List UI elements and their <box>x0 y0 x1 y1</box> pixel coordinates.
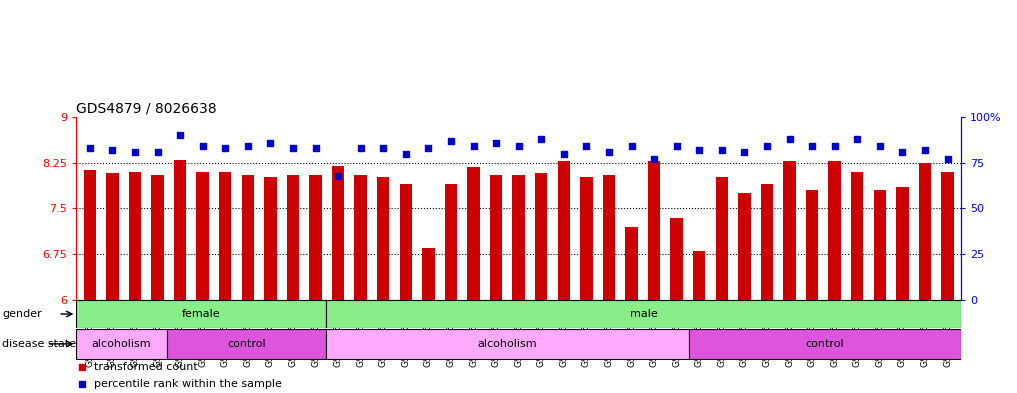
Point <box>217 145 233 151</box>
Point <box>601 149 617 155</box>
Point <box>127 149 143 155</box>
Point <box>872 143 888 149</box>
Point <box>420 145 436 151</box>
Bar <box>716 177 728 300</box>
Bar <box>167 329 325 359</box>
Bar <box>152 175 164 300</box>
Bar <box>287 175 299 300</box>
Point <box>555 151 572 157</box>
Point <box>668 143 684 149</box>
Point <box>74 364 91 370</box>
Bar <box>625 227 638 300</box>
Point <box>466 143 482 149</box>
Bar <box>670 218 682 300</box>
Point <box>916 147 933 153</box>
Bar <box>76 300 325 328</box>
Bar <box>332 166 345 300</box>
Bar <box>738 193 751 300</box>
Text: percentile rank within the sample: percentile rank within the sample <box>95 379 282 389</box>
Bar <box>829 161 841 300</box>
Bar <box>513 175 525 300</box>
Bar <box>264 177 277 300</box>
Point <box>81 145 98 151</box>
Text: male: male <box>630 309 657 319</box>
Text: alcoholism: alcoholism <box>92 339 152 349</box>
Bar <box>851 172 863 300</box>
Point <box>714 147 730 153</box>
Bar <box>325 329 689 359</box>
Bar <box>242 175 254 300</box>
Point <box>781 136 797 142</box>
Bar <box>557 161 570 300</box>
Point <box>533 136 549 142</box>
Point <box>330 173 346 179</box>
Point <box>827 143 843 149</box>
Point <box>849 136 865 142</box>
Bar <box>309 175 321 300</box>
Point <box>375 145 392 151</box>
Bar <box>874 190 886 300</box>
Bar <box>693 251 706 300</box>
Point <box>736 149 753 155</box>
Bar <box>129 172 141 300</box>
Text: control: control <box>805 339 844 349</box>
Point <box>692 147 708 153</box>
Bar <box>83 170 96 300</box>
Point <box>759 143 775 149</box>
Point <box>579 143 595 149</box>
Point <box>105 147 121 153</box>
Text: gender: gender <box>2 309 42 319</box>
Bar <box>355 175 367 300</box>
Bar <box>106 173 119 300</box>
Bar <box>689 329 961 359</box>
Bar <box>76 329 167 359</box>
Bar <box>174 160 186 300</box>
Point <box>442 138 459 144</box>
Point <box>240 143 256 149</box>
Point <box>307 145 323 151</box>
Point <box>353 145 369 151</box>
Bar <box>942 172 954 300</box>
Bar <box>783 161 795 300</box>
Point <box>262 140 279 146</box>
Bar <box>896 187 908 300</box>
Point <box>285 145 301 151</box>
Bar <box>400 184 412 300</box>
Bar <box>196 172 208 300</box>
Bar <box>918 163 932 300</box>
Text: control: control <box>227 339 265 349</box>
Point <box>194 143 211 149</box>
Bar <box>535 173 547 300</box>
Bar <box>444 184 458 300</box>
Point <box>623 143 640 149</box>
Bar <box>648 161 660 300</box>
Bar <box>490 175 502 300</box>
Bar <box>805 190 819 300</box>
Point <box>172 132 188 139</box>
Point <box>149 149 166 155</box>
Bar <box>219 172 232 300</box>
Point <box>940 156 956 162</box>
Bar <box>422 248 434 300</box>
Bar <box>468 167 480 300</box>
Bar <box>603 175 615 300</box>
Text: disease state: disease state <box>2 339 76 349</box>
Bar <box>325 300 961 328</box>
Point <box>488 140 504 146</box>
Point <box>804 143 821 149</box>
Bar <box>377 177 390 300</box>
Point <box>74 381 91 387</box>
Bar <box>761 184 773 300</box>
Text: transformed count: transformed count <box>95 362 198 371</box>
Point <box>398 151 414 157</box>
Bar <box>580 177 593 300</box>
Point <box>646 156 662 162</box>
Point <box>511 143 527 149</box>
Text: GDS4879 / 8026638: GDS4879 / 8026638 <box>76 102 217 116</box>
Text: female: female <box>182 309 221 319</box>
Point <box>894 149 910 155</box>
Text: alcoholism: alcoholism <box>478 339 537 349</box>
